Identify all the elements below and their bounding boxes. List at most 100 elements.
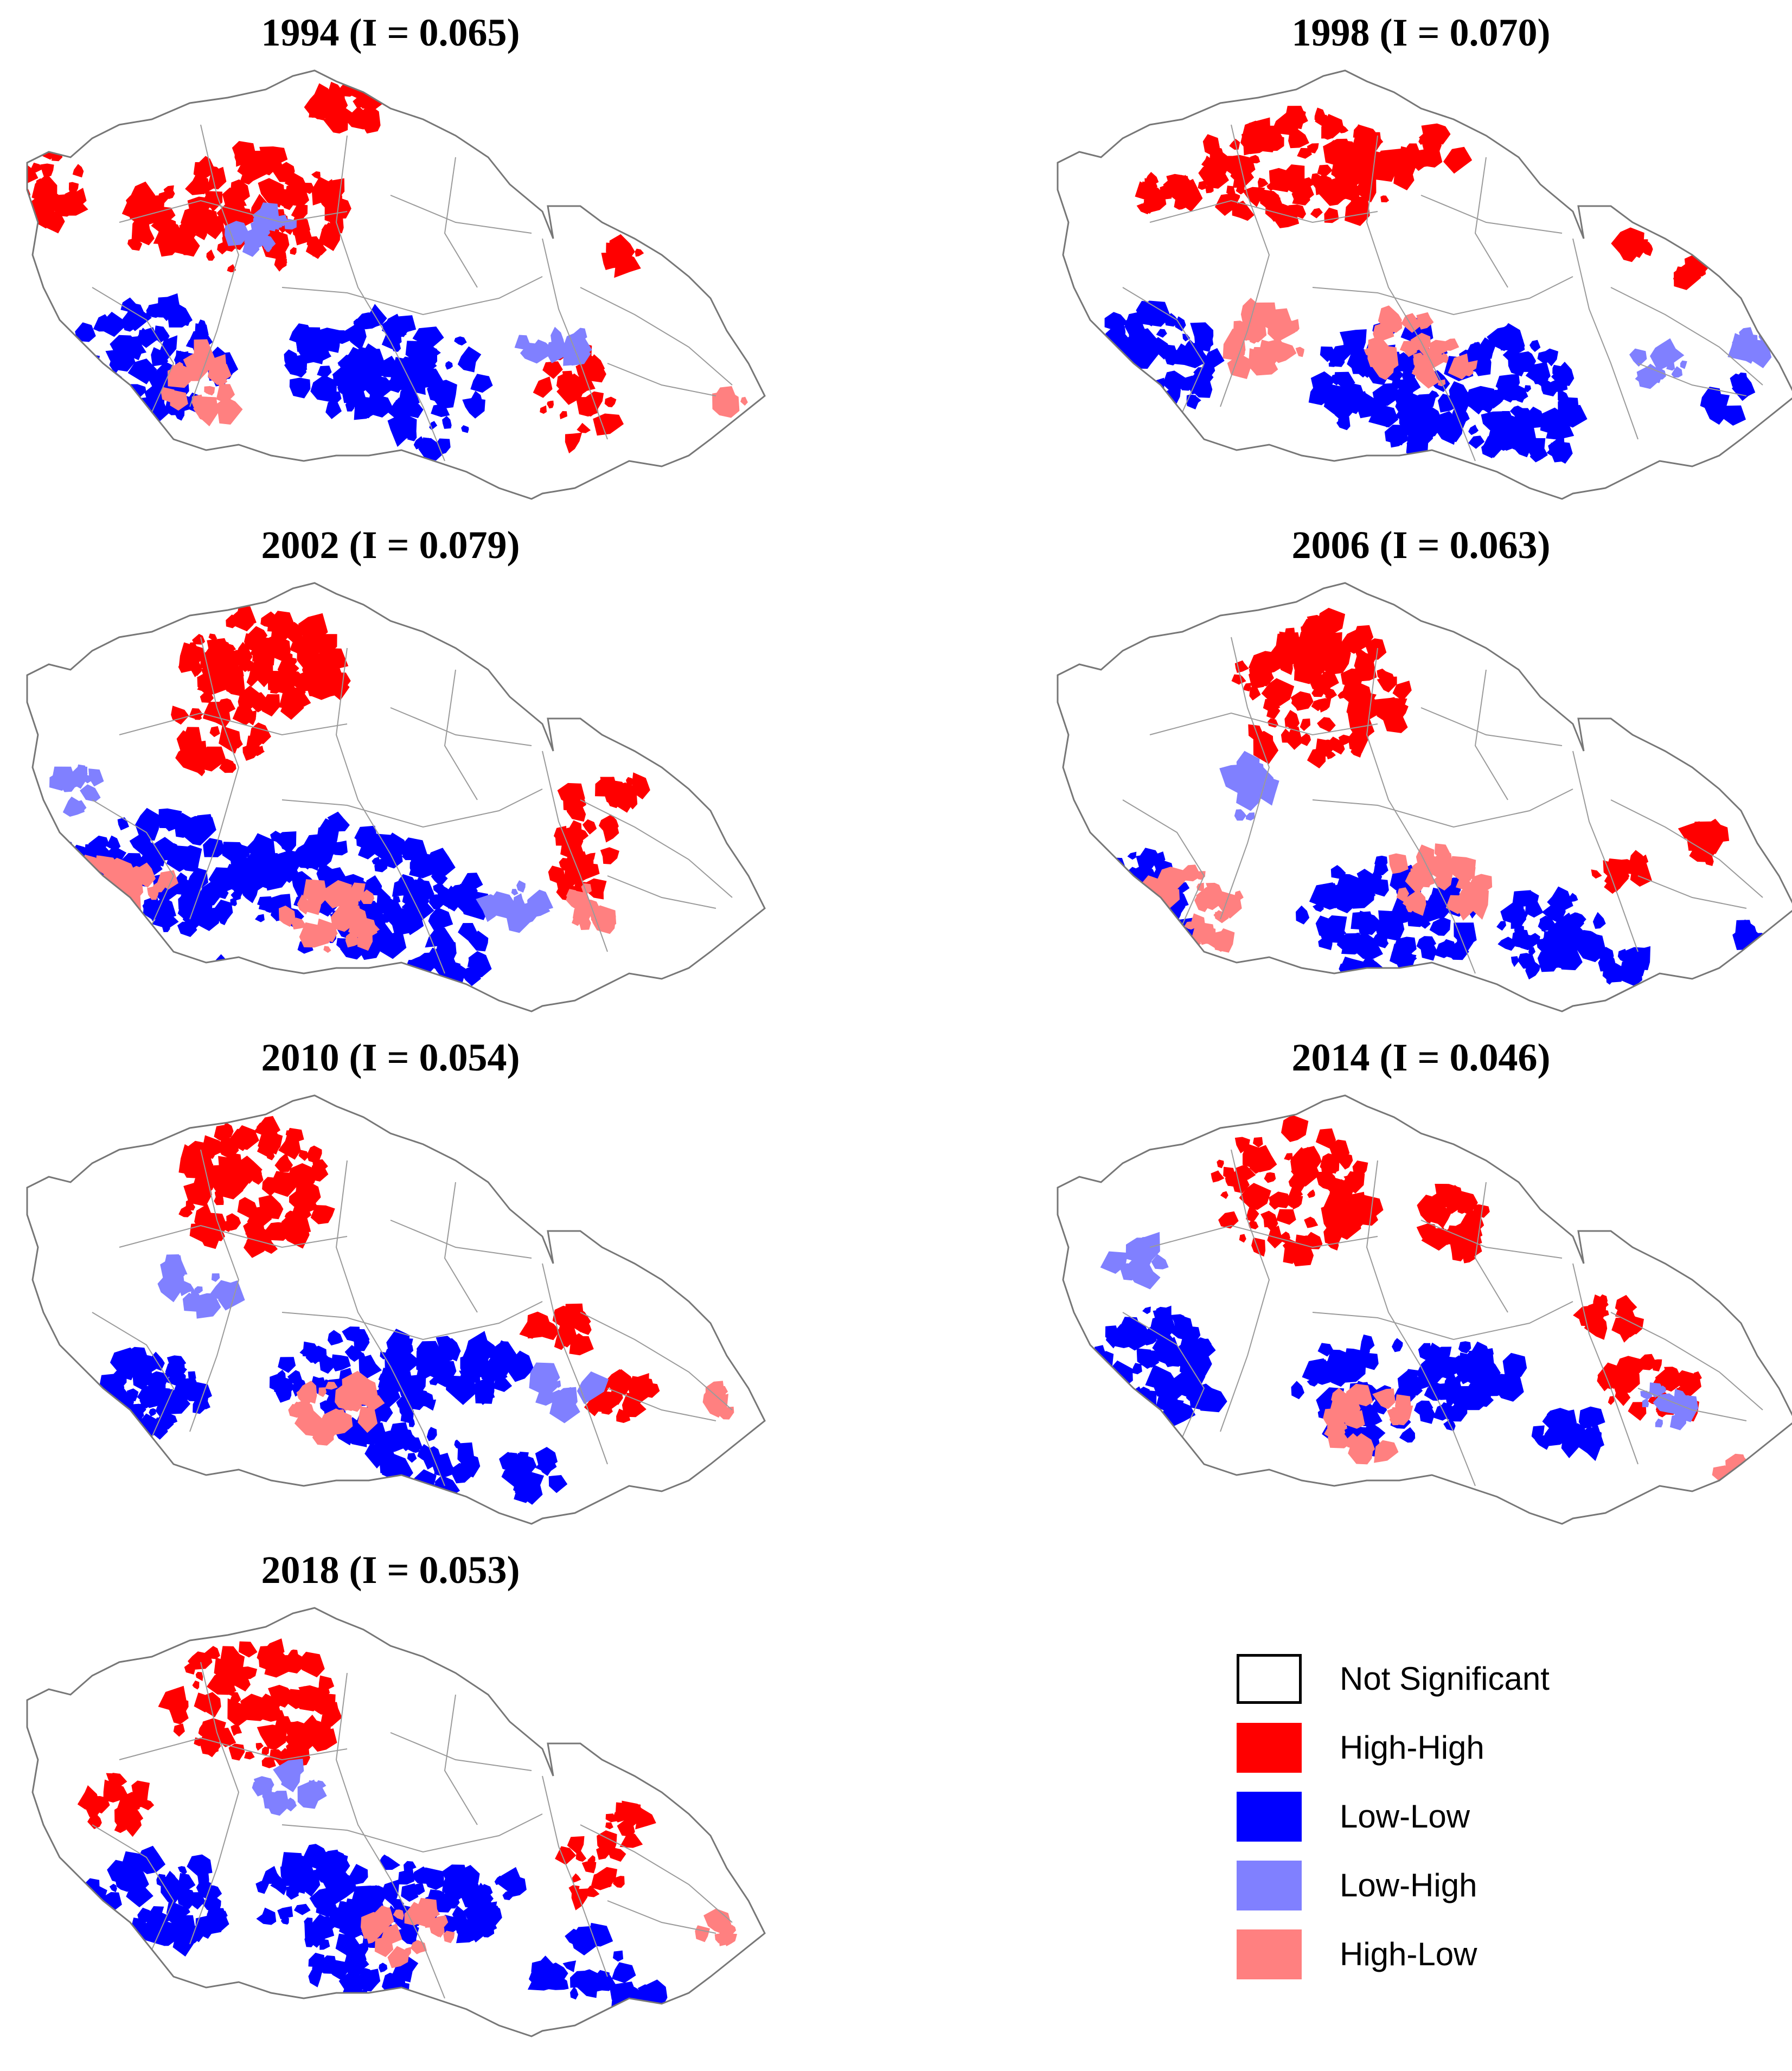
czech-map-1998 bbox=[1057, 69, 1792, 500]
high-low-area bbox=[1461, 883, 1489, 920]
low-low-area bbox=[174, 409, 185, 421]
high-high-area bbox=[107, 1773, 123, 1786]
low-low-area bbox=[312, 1959, 325, 1976]
district-border bbox=[281, 1813, 543, 1853]
high-high-area bbox=[542, 361, 563, 379]
low-low-area bbox=[232, 978, 255, 1004]
legend-label: High-Low bbox=[1340, 1936, 1477, 1972]
high-high-area bbox=[1066, 844, 1087, 867]
low-low-area bbox=[619, 2007, 646, 2034]
high-high-area bbox=[307, 1728, 337, 1752]
low-low-area bbox=[1160, 410, 1168, 419]
low-low-area bbox=[1096, 867, 1107, 880]
high-high-area bbox=[274, 1152, 293, 1172]
low-low-area bbox=[206, 484, 215, 493]
high-low-area bbox=[1388, 853, 1409, 874]
high-high-area bbox=[562, 370, 573, 382]
low-low-area bbox=[1080, 912, 1094, 924]
high-high-area bbox=[1305, 624, 1329, 650]
district-border bbox=[444, 1694, 478, 1825]
low-low-area bbox=[184, 894, 203, 910]
high-high-area bbox=[533, 376, 553, 398]
high-high-area bbox=[1262, 189, 1279, 204]
low-low-area bbox=[269, 1373, 291, 1396]
low-low-area bbox=[177, 921, 197, 937]
high-low-area bbox=[1287, 319, 1300, 334]
high-high-area bbox=[1220, 1191, 1228, 1199]
low-low-area bbox=[1443, 1419, 1456, 1431]
low-low-area bbox=[1446, 1398, 1454, 1409]
low-low-area bbox=[1571, 912, 1586, 928]
low-low-area bbox=[406, 342, 438, 371]
district-border bbox=[390, 707, 532, 746]
low-low-area bbox=[1120, 867, 1140, 886]
low-low-area bbox=[197, 982, 212, 996]
low-low-area bbox=[1514, 351, 1537, 372]
low-low-area bbox=[56, 872, 71, 891]
low-low-area bbox=[1524, 385, 1531, 393]
low-low-area bbox=[202, 1894, 221, 1914]
low-low-area bbox=[1725, 408, 1737, 421]
high-high-area bbox=[298, 670, 315, 692]
country-border bbox=[1057, 1094, 1792, 1525]
low-low-area bbox=[1090, 863, 1105, 881]
district-border bbox=[1572, 751, 1639, 952]
high-low-area bbox=[1143, 908, 1159, 927]
low-low-area bbox=[1513, 386, 1526, 403]
high-high-area bbox=[575, 828, 589, 842]
high-low-area bbox=[1151, 908, 1168, 926]
high-high-area bbox=[597, 1830, 617, 1856]
high-high-area bbox=[299, 639, 318, 661]
high-high-area bbox=[623, 1402, 635, 1414]
high-high-area bbox=[1291, 187, 1309, 206]
low-low-area bbox=[161, 1875, 183, 1903]
high-high-area bbox=[1418, 131, 1433, 144]
low-low-area bbox=[430, 939, 457, 969]
high-high-area bbox=[204, 1646, 220, 1659]
low-low-area bbox=[407, 432, 417, 441]
low-low-area bbox=[198, 319, 206, 329]
high-high-area bbox=[261, 1710, 279, 1722]
low-low-area bbox=[437, 925, 445, 934]
low-low-area bbox=[1128, 1319, 1149, 1339]
low-low-area bbox=[75, 388, 94, 404]
low-low-area bbox=[411, 1447, 420, 1453]
low-low-area bbox=[1487, 416, 1519, 449]
high-high-area bbox=[1304, 1232, 1323, 1249]
high-high-area bbox=[1599, 1310, 1609, 1317]
high-low-area bbox=[361, 931, 368, 940]
district-border bbox=[1366, 647, 1476, 974]
low-high-area bbox=[1655, 1418, 1663, 1428]
high-high-area bbox=[244, 1752, 255, 1760]
high-high-area bbox=[87, 1814, 102, 1829]
district-border bbox=[1637, 875, 1747, 909]
low-low-area bbox=[1468, 425, 1479, 435]
low-low-area bbox=[381, 896, 402, 920]
low-low-area bbox=[1552, 364, 1562, 376]
high-low-area bbox=[321, 1422, 336, 1440]
low-low-area bbox=[1402, 368, 1416, 383]
high-high-area bbox=[165, 189, 175, 200]
low-low-area bbox=[312, 844, 334, 869]
low-low-area bbox=[463, 1348, 481, 1370]
high-high-area bbox=[1324, 207, 1339, 223]
high-high-area bbox=[1243, 1143, 1262, 1169]
low-high-area bbox=[1674, 1389, 1687, 1402]
high-low-area bbox=[1387, 1406, 1413, 1426]
panel-title: 1998 (I = 0.070) bbox=[1291, 11, 1551, 54]
high-high-area bbox=[1217, 1159, 1224, 1169]
panel-title: 2014 (I = 0.046) bbox=[1291, 1036, 1551, 1079]
low-low-area bbox=[217, 915, 227, 926]
low-low-area bbox=[99, 311, 126, 337]
low-low-area bbox=[1572, 1423, 1589, 1440]
low-low-area bbox=[328, 1330, 343, 1346]
high-low-area bbox=[1329, 1412, 1341, 1428]
high-low-area bbox=[366, 1933, 378, 1944]
high-high-area bbox=[247, 746, 265, 756]
high-high-area bbox=[185, 1200, 195, 1211]
high-high-area bbox=[183, 647, 193, 661]
low-low-area bbox=[1434, 940, 1451, 958]
country-border bbox=[26, 1094, 766, 1525]
low-high-area bbox=[1667, 350, 1678, 358]
low-low-area bbox=[1085, 384, 1100, 400]
